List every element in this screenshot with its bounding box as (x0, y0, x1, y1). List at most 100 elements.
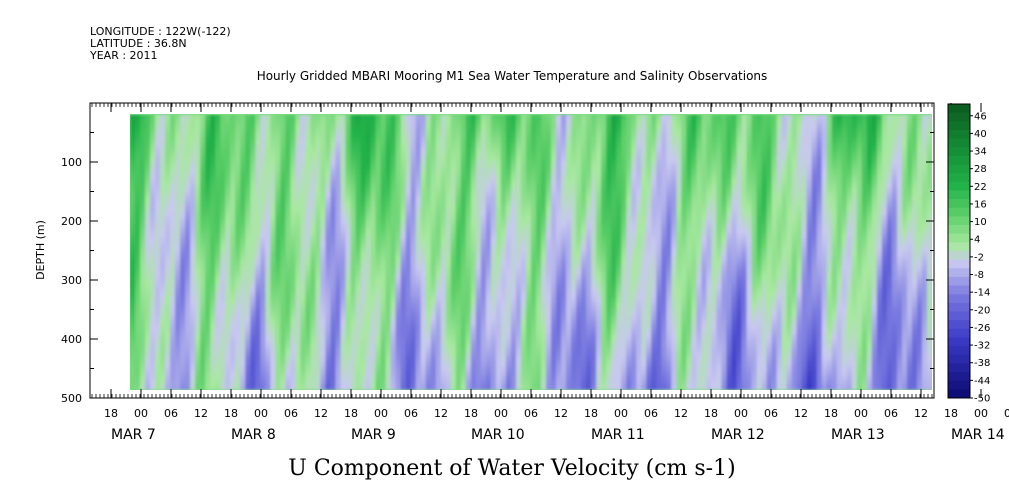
heatmap-cell (140, 174, 146, 180)
heatmap-cell (275, 119, 281, 125)
heatmap-cell (150, 315, 156, 322)
heatmap-cell (400, 265, 407, 271)
heatmap-cell (245, 178, 251, 184)
heatmap-cell (210, 274, 216, 281)
heatmap-cell (485, 279, 492, 285)
heatmap-cell (455, 270, 462, 276)
heatmap-cell (440, 348, 447, 354)
heatmap-cell (315, 155, 322, 162)
heatmap-cell (440, 375, 447, 381)
heatmap-cell (140, 137, 146, 143)
heatmap-cell (315, 293, 322, 299)
heatmap-cell (335, 224, 342, 230)
heatmap-cell (485, 137, 492, 143)
heatmap-cell (360, 361, 367, 367)
heatmap-cell (345, 261, 352, 267)
heatmap-cell (260, 128, 266, 134)
heatmap-cell (385, 192, 392, 198)
heatmap-cell (510, 155, 517, 162)
heatmap-cell (290, 238, 297, 244)
heatmap-cell (325, 357, 332, 363)
heatmap-cell (185, 233, 191, 239)
heatmap-cell (310, 128, 317, 134)
heatmap-cell (440, 315, 447, 322)
heatmap-cell (465, 160, 472, 166)
heatmap-cell (435, 325, 442, 331)
heatmap-cell (155, 348, 161, 354)
heatmap-cell (160, 137, 166, 143)
heatmap-cell (270, 361, 276, 367)
heatmap-cell (275, 238, 281, 244)
heatmap-cell (265, 123, 271, 130)
heatmap-cell (355, 297, 362, 303)
heatmap-cell (325, 247, 332, 253)
heatmap-cell (536, 128, 542, 134)
heatmap-cell (365, 293, 372, 299)
heatmap-cell (345, 380, 352, 386)
heatmap-cell (160, 133, 166, 139)
heatmap-cell (165, 242, 171, 248)
heatmap-cell (355, 265, 362, 271)
heatmap-cell (340, 151, 347, 157)
heatmap-cell (130, 224, 136, 230)
heatmap-cell (155, 343, 161, 349)
heatmap-cell (250, 119, 256, 125)
heatmap-cell (525, 352, 532, 358)
heatmap-cell (375, 270, 382, 276)
heatmap-cell (270, 123, 276, 130)
heatmap-cell (190, 293, 196, 299)
heatmap-cell (475, 352, 482, 358)
heatmap-cell (430, 357, 437, 363)
heatmap-cell (305, 224, 312, 230)
heatmap-cell (480, 192, 487, 198)
heatmap-cell (145, 192, 151, 198)
heatmap-cell (355, 283, 362, 290)
heatmap-cell (390, 274, 397, 281)
heatmap-cell (490, 128, 497, 134)
heatmap-cell (370, 160, 377, 166)
heatmap-cell (536, 160, 542, 166)
heatmap-cell (340, 334, 347, 340)
heatmap-cell (270, 315, 276, 322)
heatmap-cell (210, 366, 216, 372)
heatmap-cell (380, 361, 387, 367)
heatmap-cell (541, 297, 547, 303)
heatmap-cell (175, 329, 181, 335)
heatmap-cell (150, 380, 156, 386)
heatmap-cell (285, 320, 291, 326)
heatmap-cell (220, 238, 226, 244)
heatmap-cell (525, 247, 532, 253)
heatmap-cell (360, 201, 367, 207)
heatmap-cell (235, 293, 241, 299)
heatmap-cell (170, 224, 176, 230)
heatmap-cell (220, 174, 226, 180)
heatmap-cell (340, 224, 347, 230)
heatmap-cell (340, 251, 347, 258)
heatmap-cell (200, 348, 206, 354)
heatmap-cell (235, 192, 241, 198)
heatmap-cell (130, 219, 136, 226)
heatmap-cell (536, 169, 542, 175)
heatmap-cell (345, 306, 352, 313)
heatmap-cell (470, 329, 477, 335)
heatmap-cell (325, 178, 332, 184)
heatmap-cell (515, 233, 522, 239)
heatmap-cell (450, 119, 457, 125)
heatmap-cell (275, 320, 281, 326)
heatmap-cell (500, 297, 507, 303)
heatmap-cell (280, 270, 286, 276)
heatmap-cell (430, 288, 437, 294)
heatmap-cell (390, 133, 397, 139)
heatmap-cell (370, 279, 377, 285)
heatmap-cell (275, 229, 281, 235)
heatmap-cell (375, 151, 382, 157)
heatmap-cell (375, 133, 382, 139)
heatmap-cell (320, 210, 327, 216)
heatmap-cell (135, 302, 141, 308)
heatmap-cell (295, 183, 302, 189)
heatmap-cell (340, 229, 347, 235)
heatmap-cell (410, 160, 417, 166)
heatmap-cell (520, 151, 527, 157)
heatmap-cell (300, 142, 307, 148)
heatmap-cell (405, 210, 412, 216)
